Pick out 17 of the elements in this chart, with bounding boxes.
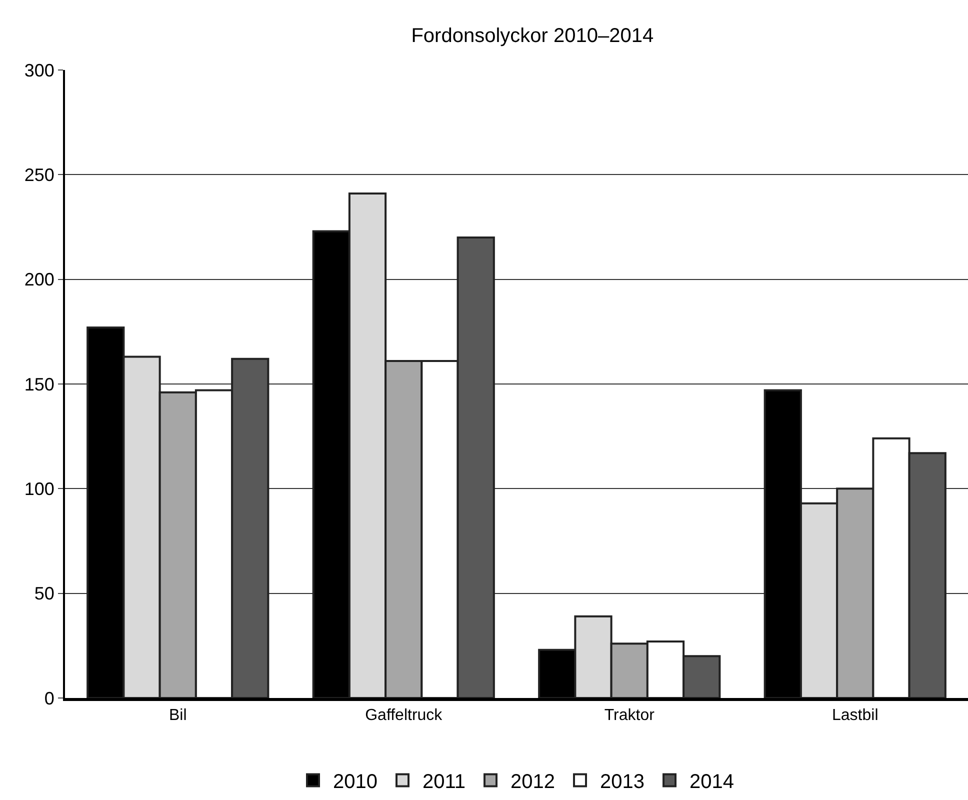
- legend-label: 2012: [510, 771, 556, 794]
- chart-title: Fordonsolyckor 2010–2014: [411, 25, 654, 47]
- y-tick-label: 250: [24, 164, 54, 185]
- legend-label: 2014: [690, 771, 734, 794]
- y-tick-label: 50: [34, 584, 54, 604]
- legend-label: 2010: [333, 771, 378, 794]
- x-tick-label: Bil: [168, 707, 187, 724]
- y-tick-label: 200: [24, 270, 54, 290]
- y-tick-label: 100: [24, 478, 54, 499]
- y-tick-label: 150: [24, 374, 54, 394]
- x-tick-label: Traktor: [604, 707, 656, 724]
- legend-label: 2013: [600, 771, 645, 794]
- x-tick-label: Gaffeltruck: [365, 707, 444, 724]
- x-tick-label: Lastbil: [832, 707, 878, 724]
- legend-label: 2011: [422, 771, 466, 794]
- y-tick-label: 0: [44, 688, 54, 708]
- y-tick-label: 300: [24, 60, 54, 80]
